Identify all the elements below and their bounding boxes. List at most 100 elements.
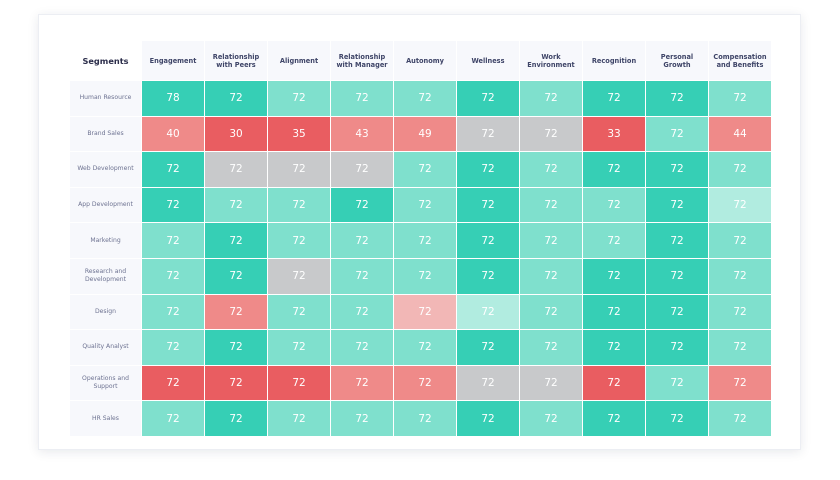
heatmap-cell: 72 [268,365,330,401]
heatmap-cell: 72 [331,294,393,330]
heatmap-cell: 72 [457,330,519,365]
heatmap-grid: Segments Engagement Relationship with Pee… [70,41,771,436]
heatmap-cell: 72 [205,294,267,330]
column-header: Compensation and Benefits [709,41,771,80]
heatmap-cell: 40 [142,116,204,152]
heatmap-cell: 72 [457,294,519,330]
heatmap-cell: 72 [394,294,456,330]
heatmap-cell: 72 [646,81,708,116]
column-header: Wellness [457,41,519,80]
heatmap-cell: 72 [520,187,582,223]
row-header: Research and Development [70,258,141,294]
column-header: Recognition [583,41,645,80]
heatmap-cell: 72 [709,81,771,116]
heatmap-cell: 72 [394,401,456,436]
heatmap-cell: 72 [583,81,645,116]
heatmap-cell: 72 [142,187,204,223]
heatmap-cell: 72 [394,365,456,401]
row-header: HR Sales [70,401,141,436]
heatmap-cell: 72 [520,365,582,401]
column-header: Alignment [268,41,330,80]
heatmap-cell: 72 [205,365,267,401]
heatmap-cell: 72 [331,330,393,365]
heatmap-cell: 72 [520,258,582,294]
heatmap-cell: 72 [142,223,204,258]
heatmap-cell: 72 [646,258,708,294]
heatmap-cell: 72 [205,81,267,116]
heatmap-cell: 72 [457,365,519,401]
heatmap-cell: 72 [331,223,393,258]
heatmap-cell: 72 [646,223,708,258]
heatmap-cell: 72 [646,330,708,365]
column-header: Work Environment [520,41,582,80]
row-header: Marketing [70,223,141,258]
column-header: Relationship with Manager [331,41,393,80]
heatmap-cell: 72 [646,294,708,330]
heatmap-cell: 72 [583,294,645,330]
heatmap-cell: 72 [331,365,393,401]
heatmap-cell: 78 [142,81,204,116]
heatmap-cell: 33 [583,116,645,152]
column-header: Autonomy [394,41,456,80]
row-header: Design [70,294,141,330]
heatmap-cell: 72 [205,401,267,436]
heatmap-cell: 30 [205,116,267,152]
heatmap-cell: 72 [457,116,519,152]
heatmap-cell: 72 [205,258,267,294]
row-header: Quality Analyst [70,330,141,365]
heatmap-cell: 44 [709,116,771,152]
column-header: Engagement [142,41,204,80]
row-header: App Development [70,187,141,223]
heatmap-cell: 72 [457,258,519,294]
heatmap-cell: 72 [646,187,708,223]
heatmap-cell: 72 [583,258,645,294]
heatmap-cell: 72 [331,187,393,223]
heatmap-cell: 72 [583,223,645,258]
heatmap-cell: 72 [205,152,267,187]
column-header: Relationship with Peers [205,41,267,80]
heatmap-cell: 72 [457,187,519,223]
heatmap-cell: 72 [268,187,330,223]
heatmap-cell: 72 [142,401,204,436]
heatmap-cell: 72 [457,152,519,187]
heatmap-cell: 72 [583,401,645,436]
heatmap-cell: 72 [268,152,330,187]
heatmap-cell: 72 [394,330,456,365]
heatmap-cell: 72 [457,223,519,258]
heatmap-cell: 72 [394,223,456,258]
heatmap-cell: 72 [520,152,582,187]
segments-header: Segments [82,55,129,66]
heatmap-cell: 35 [268,116,330,152]
heatmap-cell: 72 [709,152,771,187]
row-header: Brand Sales [70,116,141,152]
heatmap-cell: 72 [268,81,330,116]
heatmap-cell: 72 [709,330,771,365]
heatmap-cell: 72 [583,365,645,401]
heatmap-cell: 72 [709,401,771,436]
heatmap-cell: 72 [583,330,645,365]
heatmap-cell: 72 [268,223,330,258]
heatmap-cell: 72 [520,401,582,436]
heatmap-cell: 72 [709,223,771,258]
heatmap-cell: 72 [520,81,582,116]
heatmap-cell: 72 [142,330,204,365]
heatmap-cell: 43 [331,116,393,152]
heatmap-cell: 72 [268,294,330,330]
heatmap-cell: 72 [394,258,456,294]
heatmap-cell: 72 [646,401,708,436]
heatmap-cell: 72 [268,401,330,436]
heatmap-cell: 72 [142,365,204,401]
heatmap-cell: 72 [520,116,582,152]
heatmap-cell: 72 [646,365,708,401]
heatmap-cell: 72 [709,187,771,223]
heatmap-cell: 72 [709,258,771,294]
heatmap-cell: 72 [331,152,393,187]
heatmap-cell: 72 [520,223,582,258]
row-header: Web Development [70,152,141,187]
heatmap-cell: 72 [205,330,267,365]
heatmap-cell: 49 [394,116,456,152]
heatmap-cell: 72 [583,152,645,187]
heatmap-cell: 72 [331,401,393,436]
row-header: Human Resource [70,81,141,116]
heatmap-card: Segments Engagement Relationship with Pee… [38,14,801,450]
